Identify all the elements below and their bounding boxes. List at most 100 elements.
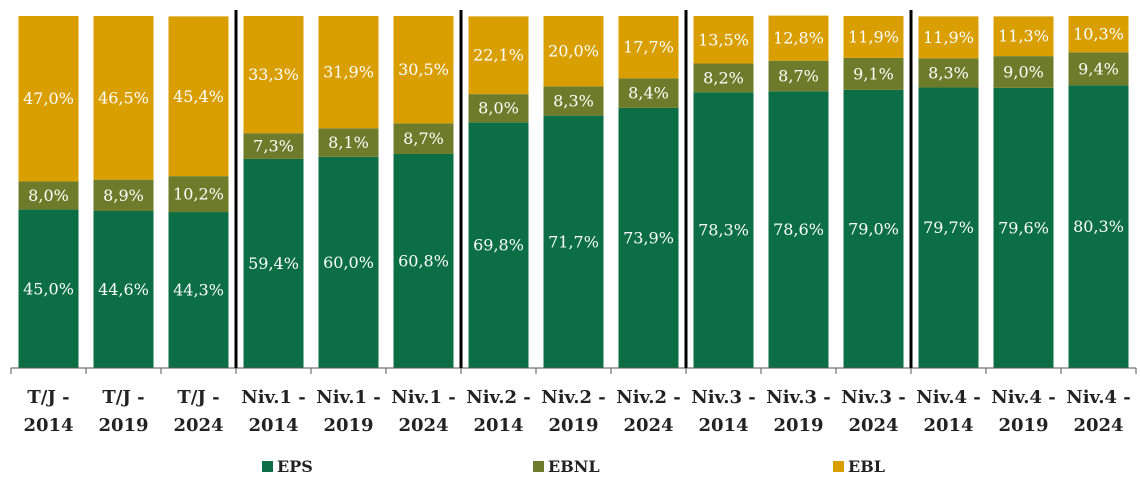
bar-segment — [393, 123, 454, 154]
x-tick-label: Niv.3 - 2019 — [766, 387, 831, 436]
data-label: 9,0% — [1003, 62, 1044, 81]
legend-item: EPS — [262, 457, 313, 476]
data-label: 79,6% — [998, 218, 1049, 237]
bar-segment — [318, 156, 379, 368]
bar-segment — [543, 16, 604, 87]
bar-segment — [618, 78, 679, 108]
data-label: 80,3% — [1073, 217, 1124, 236]
data-label: 44,3% — [173, 281, 224, 300]
x-tick-label: Niv.2 - 2019 — [541, 387, 606, 436]
x-tick-label: T/J - 2014 — [23, 387, 74, 436]
bar-segment — [468, 122, 529, 368]
bar-segment — [543, 115, 604, 368]
bar-segment — [393, 153, 454, 368]
data-label: 11,9% — [848, 27, 899, 46]
data-label: 11,9% — [923, 28, 974, 47]
data-label: 8,2% — [703, 68, 744, 87]
legend-swatch — [833, 461, 844, 472]
data-label: 59,4% — [248, 254, 299, 273]
data-label: 8,0% — [478, 99, 519, 118]
bar-segment — [168, 16, 229, 177]
data-label: 20,0% — [548, 42, 599, 61]
data-label: 9,1% — [853, 64, 894, 83]
bar-segment — [618, 107, 679, 368]
bar-segment — [768, 15, 829, 61]
bar-segment — [768, 60, 829, 92]
bar-segment — [18, 209, 79, 368]
legend-swatch — [262, 461, 273, 472]
bar-segment — [993, 56, 1054, 88]
bar-segment — [18, 16, 79, 182]
x-tick-label: Niv.2 - 2024 — [616, 387, 681, 436]
data-label: 12,8% — [773, 29, 824, 48]
data-label: 8,9% — [103, 186, 144, 205]
x-tick-label: Niv.1 - 2014 — [241, 387, 306, 436]
legend-label: EPS — [277, 457, 313, 476]
data-label: 7,3% — [253, 137, 294, 156]
bar-segment — [843, 89, 904, 369]
x-tick-label: Niv.3 - 2014 — [691, 387, 756, 436]
data-label: 10,2% — [173, 185, 224, 204]
data-label: 46,5% — [98, 88, 149, 107]
data-label: 47,0% — [23, 89, 74, 108]
bar-segment — [693, 92, 754, 368]
bar-segment — [1068, 85, 1129, 369]
x-tick-label: Niv.4 - 2014 — [916, 387, 981, 436]
data-label: 17,7% — [623, 38, 674, 57]
bar-segment — [1068, 52, 1129, 86]
data-label: 13,5% — [698, 30, 749, 49]
data-label: 69,8% — [473, 236, 524, 255]
x-tick-label: T/J - 2019 — [98, 387, 149, 436]
bar-segment — [918, 58, 979, 88]
bar-segment — [1068, 16, 1129, 53]
data-label: 78,6% — [773, 220, 824, 239]
data-label: 8,1% — [328, 133, 369, 152]
bar-segment — [318, 16, 379, 129]
data-label: 79,7% — [923, 218, 974, 237]
legend-item: EBNL — [533, 457, 600, 476]
data-label: 8,4% — [628, 84, 669, 103]
bar-segment — [93, 179, 154, 212]
data-label: 11,3% — [998, 27, 1049, 46]
x-tick-label: Niv.1 - 2024 — [391, 387, 456, 436]
data-label: 45,0% — [23, 279, 74, 298]
bar-segment — [843, 57, 904, 90]
data-label: 8,7% — [778, 67, 819, 86]
legend-label: EBNL — [548, 457, 600, 476]
legend-label: EBL — [848, 457, 885, 476]
x-tick-label: Niv.3 - 2024 — [841, 387, 906, 436]
data-label: 8,3% — [553, 92, 594, 111]
data-label: 78,3% — [698, 221, 749, 240]
legend-swatch — [533, 461, 544, 472]
x-tick-label: T/J - 2024 — [173, 387, 224, 436]
bar-segment — [693, 16, 754, 64]
data-label: 8,7% — [403, 129, 444, 148]
data-label: 73,9% — [623, 228, 674, 247]
bar-segment — [318, 128, 379, 157]
x-tick-label: Niv.1 - 2019 — [316, 387, 381, 436]
data-label: 8,0% — [28, 186, 69, 205]
data-label: 60,8% — [398, 251, 449, 270]
bar-segment — [918, 87, 979, 369]
bar-segment — [243, 133, 304, 159]
bar-segment — [468, 94, 529, 123]
bar-segment — [993, 87, 1054, 369]
data-label: 45,4% — [173, 87, 224, 106]
bar-segment — [618, 16, 679, 79]
bar-segment — [243, 16, 304, 134]
bar-segment — [93, 211, 154, 368]
bar-segment — [468, 16, 529, 95]
x-tick-label: Niv.2 - 2014 — [466, 387, 531, 436]
bar-segment — [993, 16, 1054, 57]
bar-segment — [843, 16, 904, 58]
data-label: 44,6% — [98, 280, 149, 299]
data-label: 33,3% — [248, 65, 299, 84]
bar-segment — [768, 91, 829, 368]
legend-item: EBL — [833, 457, 885, 476]
data-label: 71,7% — [548, 232, 599, 251]
data-label: 10,3% — [1073, 25, 1124, 44]
bar-segment — [18, 181, 79, 210]
data-label: 9,4% — [1078, 59, 1119, 78]
